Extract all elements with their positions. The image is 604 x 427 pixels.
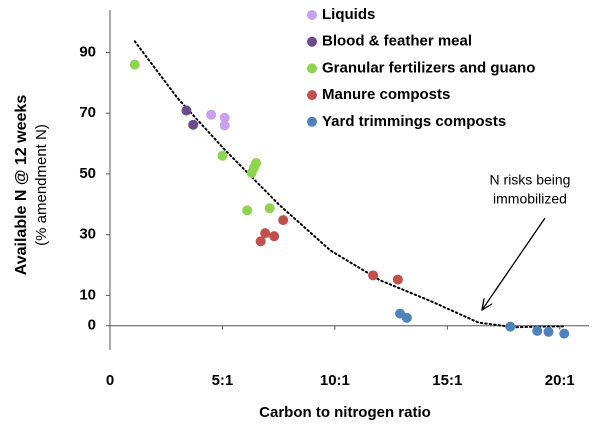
data-point	[242, 205, 253, 216]
trendline	[133, 40, 566, 329]
legend-marker	[307, 116, 317, 127]
data-point	[251, 158, 262, 168]
legend-marker	[307, 90, 317, 101]
y-tick-label: 30	[79, 226, 96, 243]
data-point	[532, 325, 543, 336]
data-point	[217, 150, 228, 161]
data-point	[278, 215, 289, 226]
data-point	[255, 236, 266, 247]
y-tick-label: 50	[79, 165, 96, 182]
y-axis-sublabel: (% amendment N)	[33, 124, 50, 246]
x-tick-label: 0	[106, 372, 114, 389]
data-point	[505, 321, 516, 332]
x-tick-label: 5:1	[212, 372, 234, 389]
legend-label: Yard trimmings composts	[322, 113, 506, 130]
x-tick-label: 15:1	[432, 372, 462, 389]
legend-label: Granular fertilizers and guano	[322, 59, 535, 76]
data-point	[219, 112, 230, 123]
legend-marker	[307, 63, 317, 74]
data-point	[368, 270, 379, 281]
y-tick-label: 10	[79, 286, 96, 303]
data-point	[181, 105, 192, 116]
data-point	[246, 168, 257, 179]
x-tick-label: 20:1	[545, 372, 575, 389]
data-point	[219, 120, 230, 131]
data-point	[188, 119, 199, 130]
data-point	[392, 274, 403, 285]
legend-marker	[307, 10, 317, 20]
annotation: N risks being	[490, 172, 571, 188]
x-axis-label: Carbon to nitrogen ratio	[259, 404, 431, 421]
y-tick-label: 90	[79, 43, 96, 60]
data-point	[260, 228, 271, 239]
y-tick-label: 70	[79, 104, 96, 121]
annotation-arrow	[482, 217, 546, 310]
legend-label: Manure composts	[322, 86, 450, 103]
legend-label: Blood & feather meal	[322, 33, 472, 50]
data-point	[206, 109, 217, 120]
annotation: immobilized	[493, 191, 567, 207]
data-point	[129, 59, 140, 70]
data-point	[543, 326, 554, 337]
legend-label: Liquids	[322, 6, 375, 23]
data-point	[559, 328, 570, 339]
y-axis-label: Available N @ 12 weeks	[13, 95, 30, 276]
data-point	[401, 312, 412, 323]
x-tick-label: 10:1	[320, 372, 350, 389]
y-tick-label: 0	[88, 317, 96, 334]
legend-marker	[307, 36, 317, 47]
data-point	[264, 203, 275, 214]
data-point	[269, 231, 280, 242]
